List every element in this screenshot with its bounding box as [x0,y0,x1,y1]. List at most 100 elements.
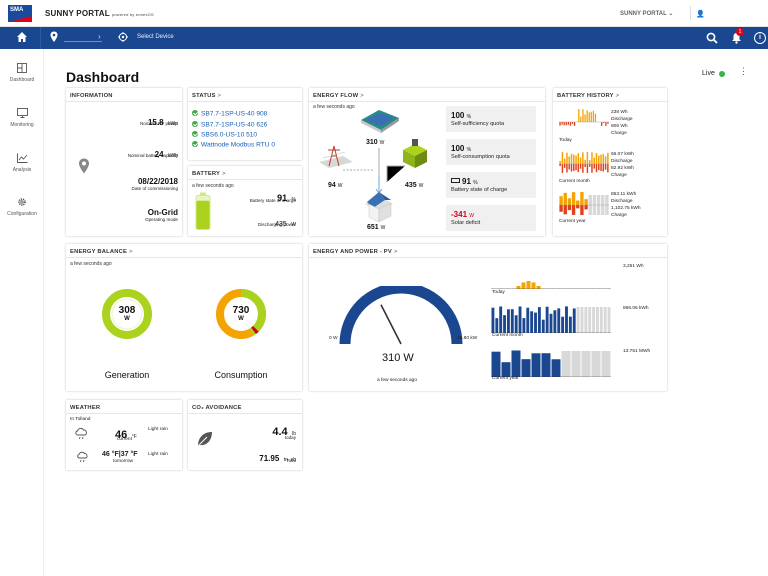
charge-bar [602,153,605,164]
status-device-row[interactable]: SBS6.0-US-10 510 [192,131,257,139]
plant-selector[interactable] [64,41,102,42]
pv-bar [571,288,576,289]
discharge-bar [591,164,593,173]
pv-today-chart [491,281,611,289]
charge-bar [579,157,582,164]
pv-bar [553,310,557,333]
location-pin-icon[interactable] [50,31,58,43]
placeholder-bar [571,351,581,377]
divider [66,257,302,258]
card-title[interactable]: STATUS > [192,93,221,99]
pv-bar [591,288,596,289]
target-icon[interactable] [118,32,128,42]
placeholder-bar [599,307,603,333]
charge-bar [607,152,609,164]
discharge-label: Discharge [611,117,633,122]
search-icon[interactable] [706,32,718,44]
location-pin-icon [79,158,89,174]
battery-title: BATTERY [192,171,221,177]
pv-bar [601,288,606,289]
status-card[interactable]: STATUS > SB7.7-1SP-US-40 908 SB7.7-1SP-US… [188,88,302,160]
charge-bar [584,114,586,122]
card-title[interactable]: ENERGY BALANCE > [70,249,133,255]
pv-bar [576,288,581,289]
battery-soc-quota: 91 % Battery state of charge [446,172,536,198]
placeholder-bar [601,351,611,377]
month-energy-value: 866.06 kWh [623,306,649,311]
pv-bar [491,288,496,289]
period-label: Today [559,138,572,143]
check-icon [192,121,198,127]
info-icon[interactable]: i [754,32,766,44]
quota-value: 100 % [451,111,471,120]
pv-bar [514,315,518,333]
energy-flow-card[interactable]: ENERGY FLOW > a few seconds ago [309,88,545,236]
chevron-right-icon[interactable]: › [98,32,101,41]
current-temp-unit: °F [131,434,137,440]
brand-title: SUNNY PORTAL powered by ennexOS [45,9,154,18]
sidebar-item-dashboard[interactable]: Dashboard [0,63,44,83]
sidebar-item-analysis[interactable]: Analysis [0,153,44,173]
discharge-bar [573,122,576,126]
placeholder-bar [596,307,599,333]
select-device-button[interactable]: Select Device [137,34,174,40]
charge-bar [591,152,593,164]
monitor-icon [16,108,28,118]
status-device-row[interactable]: Wattnode Modbus RTU 0 [192,141,275,149]
unit-label: W [418,183,424,189]
pv-bar [606,288,611,289]
status-device-row[interactable]: SB7.7-1SP-US-40 908 [192,110,267,118]
leaf-icon [197,432,212,447]
battery-history-card[interactable]: BATTERY HISTORY > Today 238 Wh Discharge … [553,88,667,236]
sidebar-item-monitoring[interactable]: Monitoring [0,108,44,128]
pv-bar [581,288,586,289]
placeholder-bar [580,307,584,333]
discharge-bar [563,205,567,215]
energy-balance-card[interactable]: ENERGY BALANCE > a few seconds ago 308 W G… [66,244,302,391]
charge-bar [586,110,588,122]
portal-switcher[interactable]: SUNNY PORTAL ⌄ [620,10,673,17]
charge-bar [580,116,582,122]
discharge-bar [569,122,572,126]
battery-soc-unit: % [291,197,296,203]
pv-bar [506,309,510,333]
quota-label: Self-consumption quota [451,154,510,160]
card-title[interactable]: ENERGY FLOW > [313,93,364,99]
discharging-power-label: Discharging power [257,222,296,227]
quota-unit: W [469,213,474,219]
grid-power: 94 [328,182,336,189]
charge-bar [571,192,576,205]
updated-time: a few seconds ago [192,183,234,189]
charge-bar [593,157,595,164]
pv-bar [565,306,568,333]
brand-name: SUNNY PORTAL [45,9,110,18]
battery-history-today-chart [559,109,609,126]
card-title[interactable]: BATTERY HISTORY > [557,93,619,99]
sidebar-item-configuration[interactable]: Configuration [0,197,44,217]
status-device-row[interactable]: SB7.7-1SP-US-40 626 [192,121,267,129]
battery-small-icon [451,178,460,183]
charge-bar [570,153,573,164]
discharge-bar [570,164,573,172]
battery-card[interactable]: BATTERY > a few seconds ago 91 % Battery … [188,166,302,236]
pv-year-chart [491,350,611,377]
grid-icon [319,145,353,168]
home-icon[interactable] [16,31,28,43]
pv-bar [546,288,551,289]
discharge-bar [600,164,602,172]
quota-unit: % [473,180,478,186]
more-options-icon[interactable]: ⋮ [739,66,748,76]
home-icon [365,192,393,223]
sma-logo[interactable]: SMA [8,5,32,22]
placeholder-bar [561,351,571,377]
discharge-bar [567,122,570,125]
consumption-number: 730 [232,305,250,316]
user-icon[interactable]: 👤 [696,11,705,18]
charge-bar [590,111,592,122]
pv-power-value: 15.8 kWp [148,112,178,130]
discharge-bar [561,164,564,173]
pv-power-number: 15.8 [147,118,164,127]
card-title[interactable]: BATTERY > [192,171,226,177]
card-title[interactable]: ENERGY AND POWER - PV > [313,249,398,255]
energy-power-pv-card[interactable]: ENERGY AND POWER - PV > 0 W 15.80 kW 310 … [309,244,667,391]
